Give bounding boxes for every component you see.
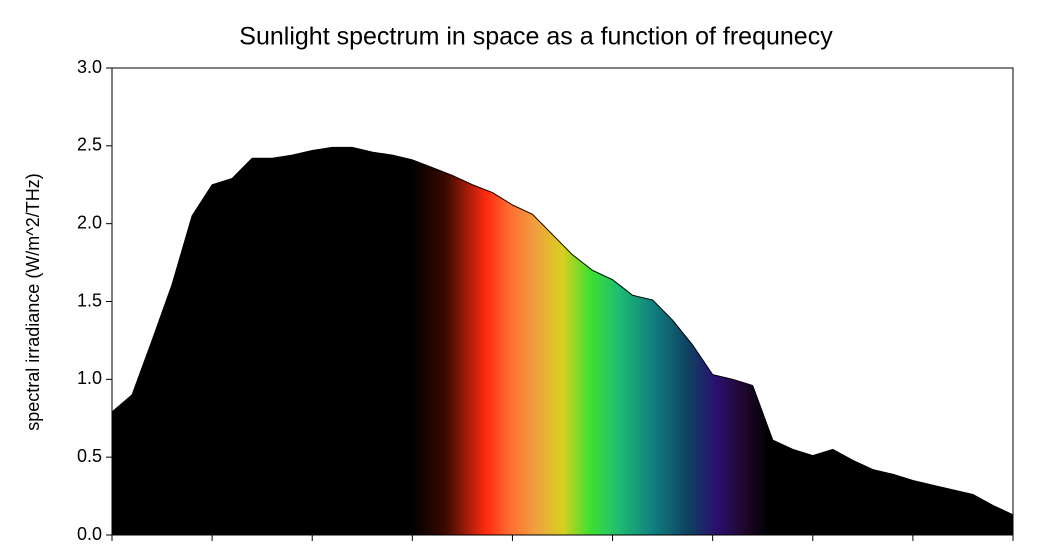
plot-area	[111, 146, 1014, 536]
y-tick-label: 2.5	[77, 135, 102, 155]
chart-title: Sunlight spectrum in space as a function…	[239, 23, 833, 51]
y-tick-label: 0.0	[77, 524, 102, 544]
y-tick-label: 3.0	[77, 57, 102, 77]
y-axis-label: spectral irradiance (W/m^2/THz)	[23, 173, 43, 431]
y-tick-label: 1.5	[77, 290, 102, 310]
spectrum-area	[111, 146, 1014, 536]
y-tick-label: 0.5	[77, 446, 102, 466]
y-tick-label: 2.0	[77, 212, 102, 232]
y-tick-label: 1.0	[77, 368, 102, 388]
